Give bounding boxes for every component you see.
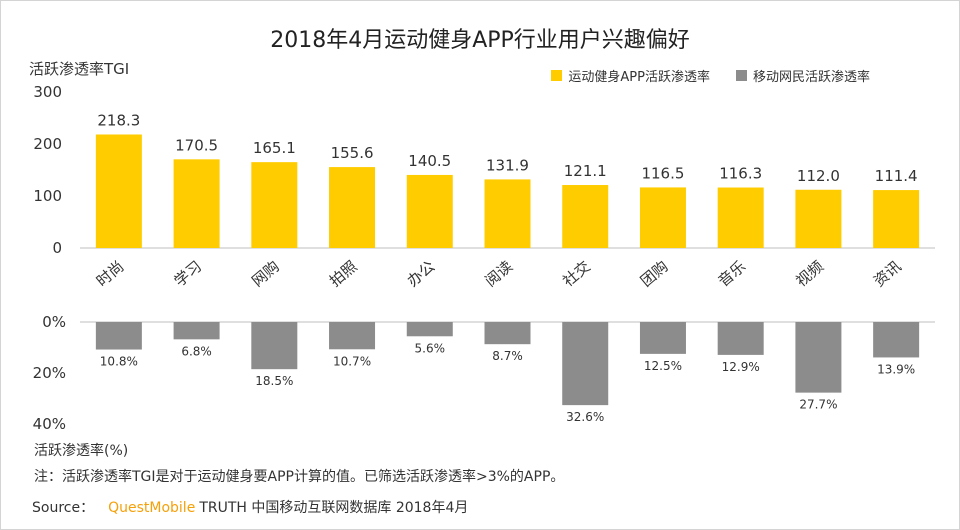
- app-penetration-bar: [873, 190, 920, 248]
- legend-label-app: 运动健身APP活跃渗透率: [568, 70, 710, 85]
- category-label: 拍照: [326, 257, 361, 290]
- bottom-y-tick-label: 0%: [42, 313, 66, 331]
- app-penetration-value-label: 121.1: [564, 162, 607, 180]
- legend-swatch-mobile: [735, 70, 747, 81]
- top-y-tick-label: 200: [33, 135, 62, 153]
- bottom-y-tick-label: 40%: [33, 415, 66, 433]
- footnote: 注：活跃渗透率TGI是对于运动健身要APP计算的值。已筛选活跃渗透率>3%的AP…: [34, 469, 565, 485]
- app-penetration-bar: [795, 189, 842, 248]
- mobile-penetration-value-label: 32.6%: [566, 410, 604, 424]
- category-label: 办公: [404, 257, 439, 290]
- mobile-penetration-value-label: 6.8%: [181, 344, 212, 358]
- bottom-y-axis-label: 活跃渗透率(%): [34, 443, 129, 459]
- mobile-penetration-bar: [873, 322, 920, 358]
- mobile-penetration-bar: [484, 322, 531, 345]
- legend-item-app: 运动健身APP活跃渗透率: [551, 66, 710, 85]
- legend-label-mobile: 移动网民活跃渗透率: [752, 70, 870, 85]
- app-penetration-value-label: 111.4: [875, 167, 918, 185]
- source-brand: QuestMobile: [108, 500, 196, 516]
- mobile-penetration-bar: [329, 322, 376, 350]
- app-penetration-bar: [717, 187, 764, 248]
- bottom-y-tick-label: 20%: [33, 364, 66, 382]
- mobile-penetration-value-label: 12.5%: [644, 359, 682, 373]
- category-label: 学习: [171, 257, 206, 290]
- top-y-axis-label: 活跃渗透率TGI: [29, 60, 130, 78]
- mobile-penetration-value-label: 8.7%: [492, 349, 523, 363]
- mobile-penetration-value-label: 18.5%: [255, 374, 293, 388]
- source-label: Source：: [32, 500, 95, 516]
- mobile-penetration-bar: [795, 322, 842, 393]
- mobile-penetration-bar: [717, 322, 764, 355]
- mobile-penetration-value-label: 10.8%: [100, 355, 138, 369]
- mobile-penetration-value-label: 12.9%: [722, 360, 760, 374]
- category-label: 阅读: [482, 257, 517, 290]
- app-penetration-value-label: 218.3: [97, 111, 140, 129]
- app-penetration-bar: [484, 179, 531, 248]
- category-label: 团购: [637, 257, 672, 290]
- app-penetration-bar: [251, 162, 298, 248]
- category-label: 时尚: [93, 257, 128, 290]
- category-label: 音乐: [715, 257, 750, 290]
- app-penetration-bar: [639, 187, 686, 248]
- app-penetration-value-label: 165.1: [253, 139, 296, 157]
- mobile-penetration-bar: [173, 322, 220, 340]
- top-y-tick-label: 0: [52, 239, 62, 257]
- category-label: 网购: [248, 257, 283, 290]
- mobile-penetration-value-label: 10.7%: [333, 354, 371, 368]
- app-penetration-value-label: 116.5: [641, 164, 684, 182]
- app-penetration-value-label: 155.6: [331, 144, 374, 162]
- app-penetration-bar: [173, 159, 220, 248]
- top-y-tick-label: 100: [33, 187, 62, 205]
- category-label: 视频: [792, 257, 827, 290]
- mobile-penetration-bar: [251, 322, 298, 370]
- app-penetration-value-label: 170.5: [175, 136, 218, 154]
- source-line: Source： QuestMobile TRUTH 中国移动互联网数据库 2018年…: [32, 497, 468, 517]
- mobile-penetration-bar: [639, 322, 686, 354]
- legend-item-mobile: 移动网民活跃渗透率: [735, 66, 870, 85]
- app-penetration-value-label: 116.3: [719, 165, 762, 183]
- top-y-tick-label: 300: [33, 83, 62, 101]
- legend: 运动健身APP活跃渗透率 移动网民活跃渗透率: [551, 66, 870, 85]
- source-text: TRUTH 中国移动互联网数据库 2018年4月: [199, 500, 469, 516]
- app-penetration-bar: [95, 134, 142, 248]
- mobile-penetration-bar: [562, 322, 609, 406]
- chart-title: 2018年4月运动健身APP行业用户兴趣偏好: [270, 28, 690, 53]
- legend-swatch-app: [551, 70, 563, 81]
- mobile-penetration-value-label: 5.6%: [415, 341, 446, 355]
- app-penetration-value-label: 131.9: [486, 156, 529, 174]
- app-penetration-bar: [562, 185, 609, 248]
- mobile-penetration-value-label: 13.9%: [877, 362, 915, 376]
- app-penetration-bar: [329, 167, 376, 248]
- app-penetration-value-label: 112.0: [797, 167, 840, 185]
- mobile-penetration-bar: [95, 322, 142, 350]
- category-label: 社交: [559, 257, 594, 290]
- mobile-penetration-value-label: 27.7%: [799, 398, 837, 412]
- mobile-penetration-bar: [406, 322, 453, 337]
- app-penetration-bar: [406, 174, 453, 248]
- app-penetration-value-label: 140.5: [408, 152, 451, 170]
- category-label: 资讯: [870, 257, 905, 290]
